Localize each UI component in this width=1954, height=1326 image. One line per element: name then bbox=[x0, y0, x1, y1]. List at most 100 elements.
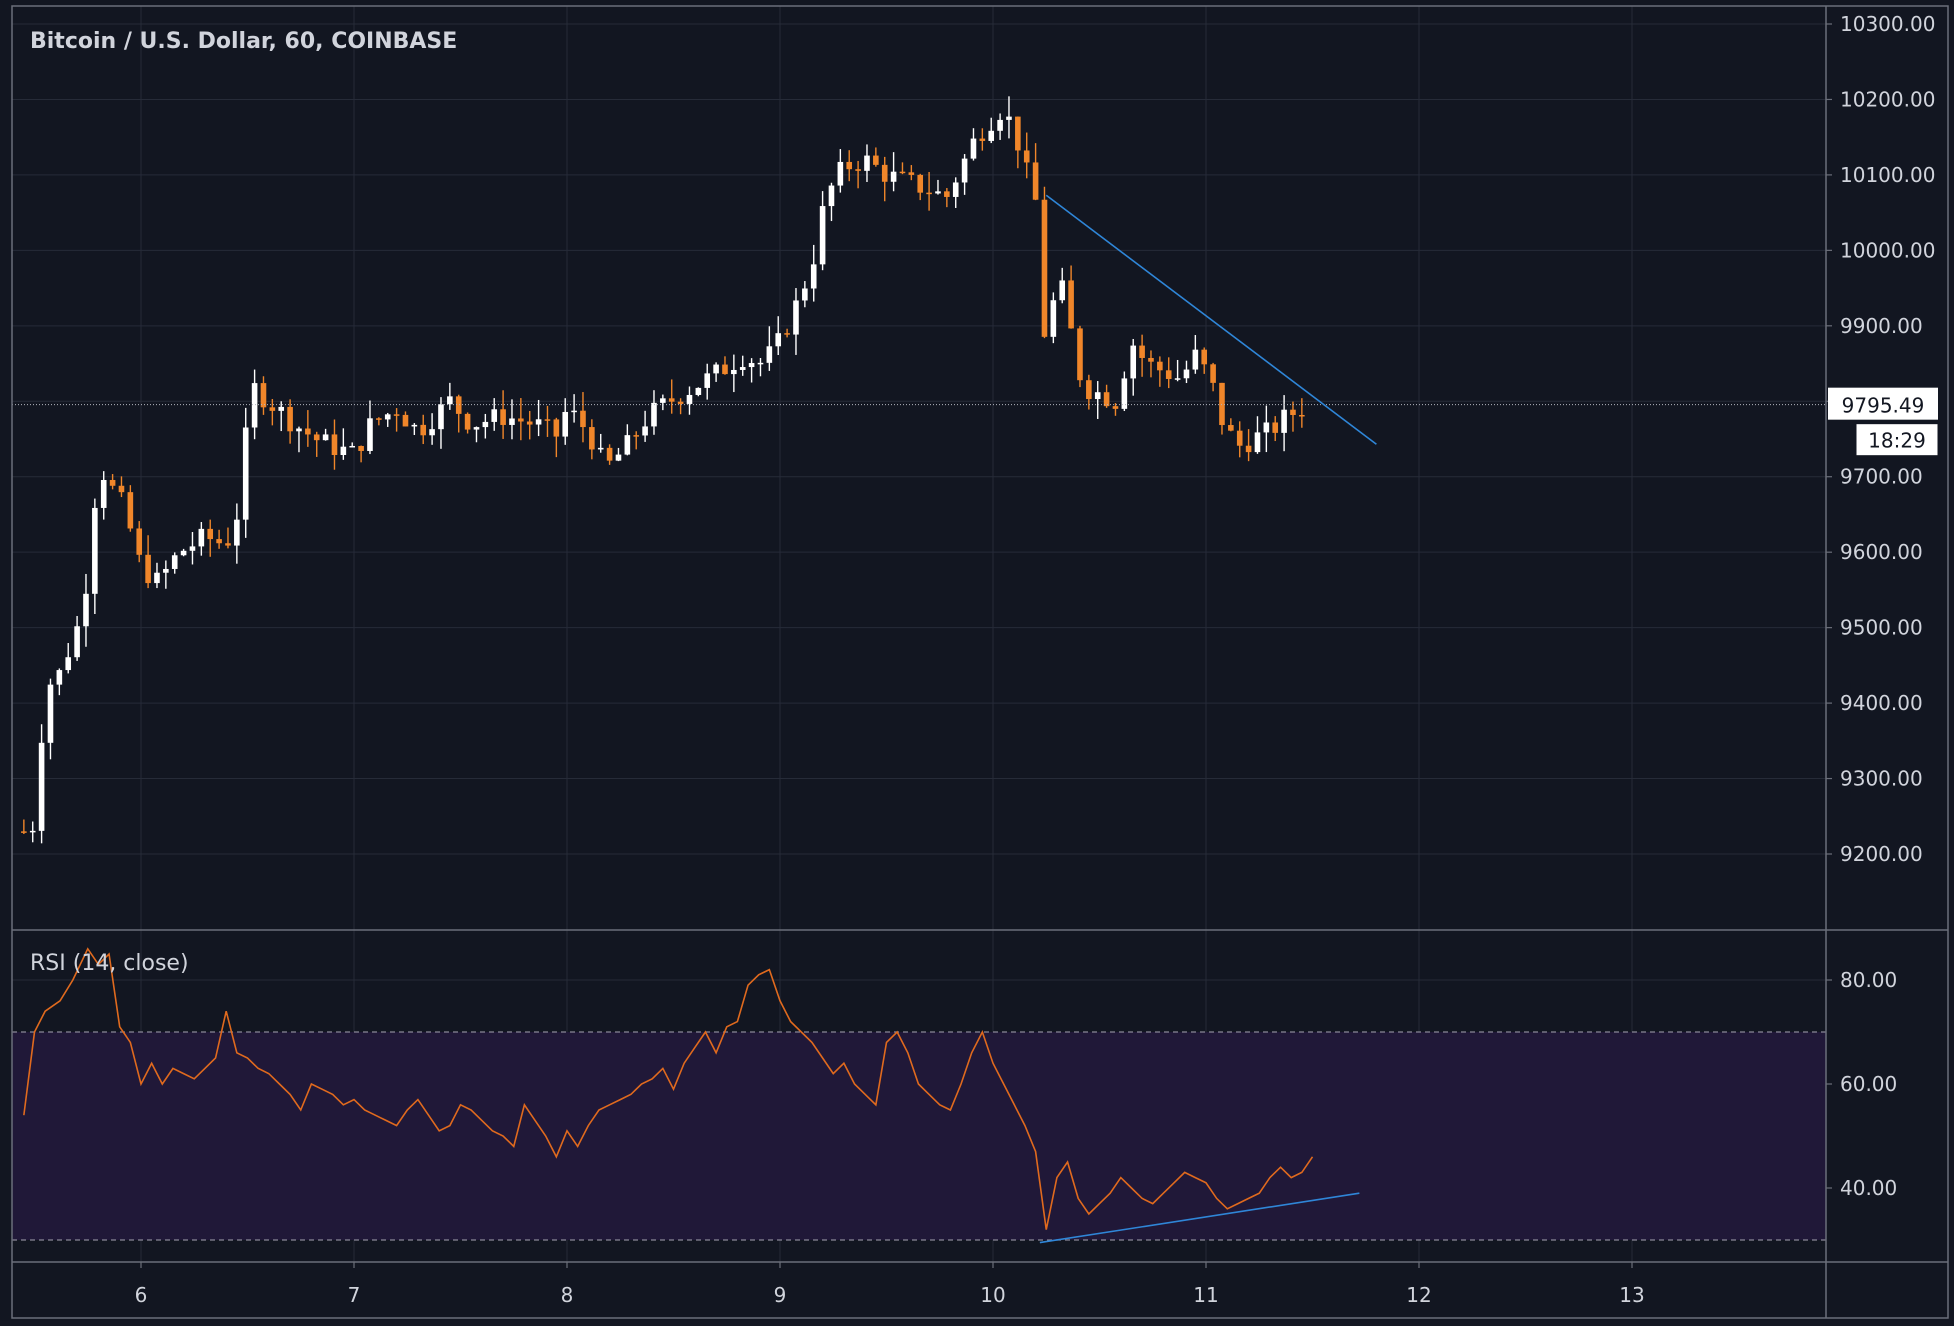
candle-down bbox=[518, 418, 524, 422]
candle-down bbox=[908, 172, 915, 175]
candle-up bbox=[837, 161, 844, 186]
candle-up bbox=[447, 396, 453, 405]
candle-up bbox=[571, 410, 577, 413]
candle-down bbox=[216, 539, 222, 544]
candle-down bbox=[784, 333, 790, 335]
candle-up bbox=[56, 670, 63, 685]
candle-down bbox=[1103, 392, 1110, 407]
price-tick-label: 9700.00 bbox=[1840, 465, 1923, 489]
rsi-band bbox=[12, 1032, 1826, 1240]
candle-up bbox=[74, 626, 80, 658]
rsi-title: RSI (14, close) bbox=[30, 951, 189, 976]
candle-down bbox=[313, 434, 320, 441]
candle-down bbox=[1228, 425, 1234, 431]
candle-down bbox=[633, 435, 640, 437]
candle-down bbox=[1068, 280, 1074, 329]
candle-down bbox=[260, 383, 267, 408]
candle-up bbox=[713, 364, 719, 374]
candle-up bbox=[624, 435, 631, 455]
candle-down bbox=[127, 492, 134, 529]
candle-up bbox=[739, 367, 746, 370]
candle-up bbox=[234, 519, 240, 546]
candle-down bbox=[926, 192, 932, 195]
candle-up bbox=[180, 550, 187, 556]
candle-up bbox=[961, 158, 968, 183]
rsi-line bbox=[23, 947, 1314, 1230]
candle-up bbox=[1059, 280, 1066, 301]
candle-down bbox=[1157, 361, 1163, 371]
rsi-tick-label: 60.00 bbox=[1840, 1072, 1897, 1096]
price-tick-label: 9400.00 bbox=[1840, 691, 1923, 715]
trendline-layer[interactable] bbox=[1039, 194, 1377, 1244]
candle-up bbox=[367, 418, 373, 451]
candle-down bbox=[136, 528, 143, 555]
candle-down bbox=[1245, 445, 1252, 453]
candle-up bbox=[429, 429, 435, 436]
candle-down bbox=[1210, 364, 1216, 383]
candle-up bbox=[38, 742, 45, 831]
candle-up bbox=[322, 434, 329, 441]
candle-up bbox=[535, 419, 542, 425]
candle-down bbox=[668, 398, 675, 402]
candle-down bbox=[1272, 422, 1279, 433]
candle-down bbox=[358, 445, 364, 451]
candle-up bbox=[154, 572, 160, 584]
time-tick-label: 11 bbox=[1193, 1283, 1218, 1307]
candle-up bbox=[1174, 378, 1181, 380]
frame-layer bbox=[11, 5, 1949, 1319]
candle-up bbox=[482, 421, 489, 428]
candle-down bbox=[1148, 357, 1154, 362]
candle-down bbox=[109, 479, 116, 486]
chart-frame bbox=[11, 5, 1949, 1319]
candle-up bbox=[686, 394, 693, 404]
candle-up bbox=[1263, 422, 1270, 433]
price-trendline[interactable] bbox=[1045, 194, 1377, 445]
candle-up bbox=[651, 402, 657, 427]
candle-up bbox=[296, 428, 302, 432]
time-tick-label: 9 bbox=[774, 1283, 787, 1307]
price-tick-label: 9600.00 bbox=[1840, 540, 1923, 564]
candle-up bbox=[278, 406, 285, 411]
candle-up bbox=[802, 288, 808, 301]
candle-down bbox=[1165, 370, 1172, 379]
candle-up bbox=[171, 555, 178, 569]
candle-up bbox=[349, 445, 356, 448]
candle-down bbox=[376, 418, 382, 420]
price-tick-label: 10300.00 bbox=[1840, 12, 1935, 36]
candle-down bbox=[207, 528, 214, 540]
price-tick-label: 10100.00 bbox=[1840, 163, 1935, 187]
candle-up bbox=[642, 426, 648, 436]
rsi-trendline[interactable] bbox=[1039, 1192, 1360, 1244]
rsi-band-layer bbox=[12, 1031, 1826, 1241]
price-tick-label: 9300.00 bbox=[1840, 767, 1923, 791]
candle-down bbox=[979, 138, 986, 141]
price-tick-label: 10000.00 bbox=[1840, 238, 1935, 262]
candle-up bbox=[1130, 345, 1137, 379]
candle-down bbox=[544, 419, 551, 421]
candle-down bbox=[589, 427, 595, 450]
candle-down bbox=[269, 407, 276, 411]
countdown-badge bbox=[1855, 423, 1939, 457]
candle-down bbox=[145, 554, 151, 584]
candle-down bbox=[1023, 150, 1030, 163]
candle-up bbox=[970, 138, 977, 159]
candle-up bbox=[65, 657, 72, 671]
candle-up bbox=[597, 447, 604, 450]
candle-up bbox=[251, 383, 258, 428]
candle-up bbox=[1050, 300, 1057, 337]
candle-up bbox=[384, 414, 391, 420]
candle-up bbox=[988, 130, 995, 141]
candle-down bbox=[580, 410, 586, 428]
candle-down bbox=[553, 419, 560, 437]
candle-up bbox=[473, 427, 480, 430]
candle-down bbox=[393, 414, 400, 416]
candle-up bbox=[411, 424, 418, 427]
candle-down bbox=[287, 406, 293, 432]
candle-down bbox=[1236, 430, 1243, 446]
countdown-label: 18:29 bbox=[1868, 429, 1926, 453]
candle-down bbox=[1219, 382, 1225, 426]
candle-down bbox=[1015, 116, 1021, 151]
candles-layer bbox=[12, 96, 1826, 844]
